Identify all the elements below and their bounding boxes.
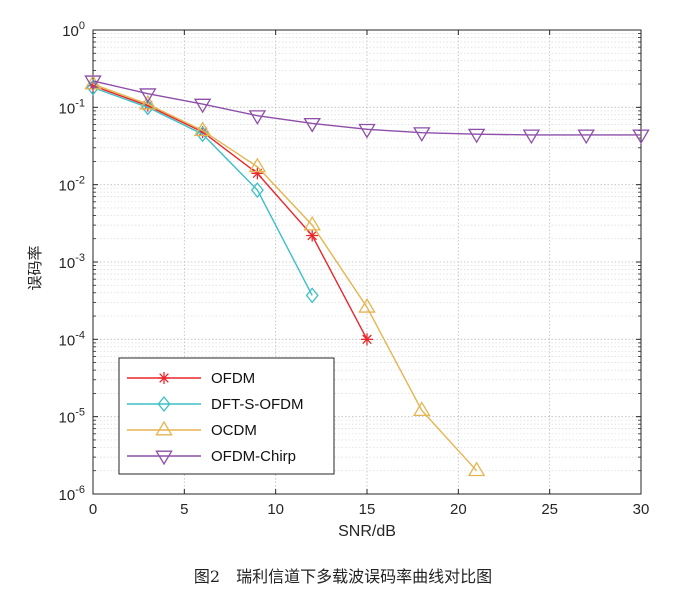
series-dft-s-ofdm bbox=[86, 79, 319, 304]
y-tick-label: 10-3 bbox=[59, 252, 85, 272]
x-axis-label: SNR/dB bbox=[338, 523, 396, 540]
series-line bbox=[92, 83, 478, 472]
x-tick-label: 30 bbox=[633, 501, 650, 518]
data-point-asterisk bbox=[158, 372, 170, 384]
data-point-triangle-down bbox=[467, 128, 486, 144]
data-point-diamond bbox=[141, 99, 155, 116]
data-point-triangle-down bbox=[155, 450, 173, 466]
y-tick-label: 10-4 bbox=[59, 329, 85, 349]
y-tick-label: 10-1 bbox=[59, 97, 85, 117]
data-point-diamond bbox=[305, 287, 319, 304]
y-tick-label: 10-5 bbox=[59, 407, 85, 427]
data-point-triangle-up bbox=[248, 157, 267, 173]
y-axis: 100 10-1 10-2 10-3 10-4 10-5 10-6 bbox=[59, 20, 641, 504]
data-point-triangle-down bbox=[248, 110, 267, 125]
legend-label: OFDM bbox=[211, 370, 255, 387]
series-ofdm-chirp bbox=[84, 75, 650, 145]
y-tick-label: 100 bbox=[62, 20, 85, 40]
data-point-triangle-up bbox=[155, 420, 173, 436]
data-point-triangle-down bbox=[522, 129, 541, 145]
asterisk-stroke bbox=[159, 373, 169, 383]
data-point-triangle-up bbox=[358, 297, 376, 313]
legend: OFDM DFT-S-OFDM OCDM OFDM-Chirp bbox=[118, 357, 335, 475]
asterisk-stroke bbox=[362, 334, 372, 345]
x-tick-label: 25 bbox=[541, 501, 558, 518]
x-axis: 0 5 10 15 20 25 30 bbox=[89, 30, 650, 518]
series-line bbox=[92, 80, 641, 136]
legend-entry-dft-s-ofdm: DFT-S-OFDM bbox=[127, 395, 303, 413]
y-tick-label: 10-2 bbox=[59, 175, 85, 195]
data-point-triangle-up bbox=[303, 215, 321, 231]
legend-label: DFT-S-OFDM bbox=[211, 396, 303, 413]
y-tick-label: 10-6 bbox=[59, 484, 85, 504]
data-point-triangle-up bbox=[193, 121, 212, 137]
data-point-triangle-down bbox=[84, 75, 102, 91]
series-line bbox=[92, 85, 368, 340]
data-point-diamond bbox=[196, 126, 210, 143]
data-point-triangle-down bbox=[139, 88, 157, 103]
legend-label: OCDM bbox=[211, 422, 257, 439]
legend-label: OFDM-Chirp bbox=[211, 448, 296, 465]
data-point-diamond bbox=[250, 182, 264, 199]
series-ocdm bbox=[84, 74, 486, 477]
data-point-triangle-up bbox=[467, 461, 486, 477]
legend-entry-ofdm: OFDM bbox=[127, 370, 255, 387]
data-point-asterisk bbox=[361, 333, 373, 346]
data-point-triangle-down bbox=[193, 98, 212, 114]
legend-entry-ocdm: OCDM bbox=[127, 420, 257, 439]
data-point-asterisk bbox=[251, 167, 264, 180]
data-point-triangle-down bbox=[413, 127, 431, 142]
x-tick-label: 5 bbox=[180, 501, 188, 518]
figure-caption: 图2 瑞利信道下多载波误码率曲线对比图 bbox=[194, 567, 492, 586]
data-point-triangle-up bbox=[413, 401, 431, 416]
data-point-asterisk bbox=[306, 229, 319, 242]
series-group bbox=[84, 74, 650, 477]
x-tick-label: 15 bbox=[359, 501, 376, 518]
data-point-diamond bbox=[157, 395, 171, 413]
x-tick-label: 0 bbox=[89, 501, 97, 518]
data-point-triangle-down bbox=[577, 129, 595, 145]
series-line bbox=[92, 86, 313, 296]
x-tick-label: 10 bbox=[267, 501, 284, 518]
y-axis-label: 误码率 bbox=[26, 245, 44, 290]
data-point-triangle-down bbox=[358, 123, 376, 139]
asterisk-stroke bbox=[307, 230, 317, 241]
legend-entry-ofdm-chirp: OFDM-Chirp bbox=[127, 448, 296, 466]
data-point-triangle-up bbox=[139, 94, 157, 110]
data-point-triangle-down bbox=[303, 117, 321, 133]
data-point-triangle-down bbox=[632, 129, 650, 145]
x-tick-label: 20 bbox=[450, 501, 467, 518]
